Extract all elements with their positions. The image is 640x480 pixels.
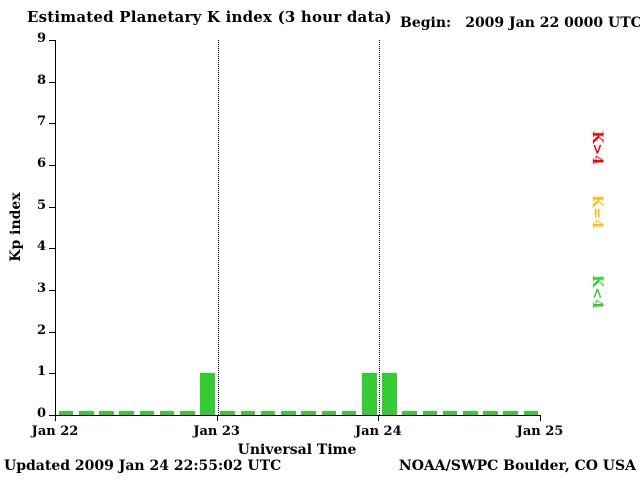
x-tick-label: Jan 22 [31,424,79,439]
y-tick-mark [49,373,55,375]
kp-bar [483,411,498,415]
x-tick-label: Jan 24 [355,424,402,439]
kp-bar [301,411,316,415]
legend-item-low: K<4 [589,275,605,309]
y-tick-label: 6 [36,156,46,171]
kp-bar [79,411,94,415]
kp-bar [159,411,175,415]
y-tick-label: 3 [36,281,46,296]
day-gridline [217,40,219,415]
kp-bar [523,411,539,415]
y-tick-mark [49,123,55,125]
kp-bar [422,411,438,415]
y-tick-label: 5 [36,197,46,213]
y-tick-mark [49,248,55,250]
x-tick-mark [378,416,380,421]
plot-area [55,40,541,416]
y-tick-mark [49,206,55,208]
y-tick-label: 4 [36,239,46,255]
kp-bar [220,411,236,415]
begin-label: Begin: [400,15,452,31]
y-tick-label: 0 [36,406,46,421]
kp-bar [200,373,215,415]
chart-title: Estimated Planetary K index (3 hour data… [27,8,392,26]
kp-bar [361,373,377,415]
x-axis-title: Universal Time [237,442,357,458]
x-tick-mark [55,416,56,421]
kp-bar [321,411,337,415]
x-tick-mark [216,416,218,421]
y-tick-mark [49,40,55,41]
begin-value: 2009 Jan 22 0000 UTC [465,15,640,31]
y-tick-mark [49,81,55,83]
day-gridline [379,40,381,415]
kp-bar [139,411,155,415]
y-tick-mark [49,165,55,166]
kp-bar [99,411,114,415]
kp-bar [382,373,397,415]
kp-bar [260,411,276,415]
y-tick-label: 2 [36,322,46,338]
y-tick-mark [49,290,55,291]
kp-bar [341,411,357,415]
kp-bar [442,411,458,415]
kp-bar [462,411,478,415]
kp-bar [119,411,134,415]
x-tick-mark [540,416,541,421]
y-tick-mark [49,331,55,333]
y-tick-label: 1 [36,364,46,380]
kp-bar [503,411,518,415]
y-tick-label: 9 [36,31,46,46]
kp-bar [402,411,417,415]
legend-item-high: K>4 [589,131,605,165]
begin-line: Begin: 2009 Jan 22 0000 UTC [400,15,640,31]
y-tick-label: 8 [36,72,46,88]
kp-bar [240,411,256,415]
updated-timestamp: Updated 2009 Jan 24 22:55:02 UTC [4,458,282,474]
y-tick-mark [49,415,55,416]
kp-bar [281,411,296,415]
y-tick-label: 7 [36,114,46,130]
x-tick-label: Jan 25 [516,424,564,439]
legend-item-mid: K=4 [589,195,605,229]
source-credit: NOAA/SWPC Boulder, CO USA [398,458,636,474]
kp-bar [180,411,195,415]
x-tick-label: Jan 23 [193,424,240,439]
kp-bar [58,411,74,415]
